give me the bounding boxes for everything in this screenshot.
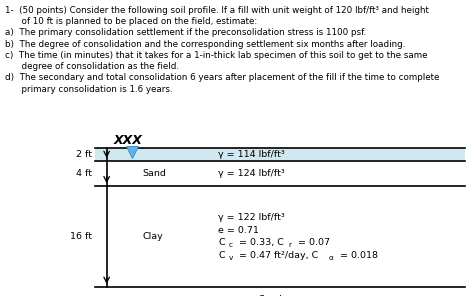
Text: γ = 114 lbf/ft³: γ = 114 lbf/ft³ <box>218 150 285 159</box>
Text: C: C <box>218 251 225 260</box>
Text: b)  The degree of consolidation and the corresponding settlement six months afte: b) The degree of consolidation and the c… <box>5 40 405 49</box>
Text: 4 ft: 4 ft <box>76 169 92 178</box>
Text: r: r <box>288 242 291 248</box>
Text: d)  The secondary and total consolidation 6 years after placement of the fill if: d) The secondary and total consolidation… <box>5 73 439 82</box>
Text: 2 ft: 2 ft <box>76 150 92 159</box>
Text: C: C <box>218 238 225 247</box>
Text: Sand: Sand <box>142 169 166 178</box>
Text: e = 0.71: e = 0.71 <box>218 226 259 235</box>
Text: = 0.07: = 0.07 <box>295 238 330 247</box>
Text: = 0.33, C: = 0.33, C <box>236 238 284 247</box>
Text: v: v <box>228 255 233 260</box>
Text: XXX: XXX <box>114 133 143 147</box>
Text: Sand: Sand <box>258 295 282 296</box>
Text: α: α <box>329 255 334 260</box>
Text: = 0.47 ft²/day, C: = 0.47 ft²/day, C <box>236 251 319 260</box>
Text: = 0.018: = 0.018 <box>337 251 378 260</box>
Text: Clay: Clay <box>142 232 163 241</box>
Text: c)  The time (in minutes) that it takes for a 1-in-thick lab specimen of this so: c) The time (in minutes) that it takes f… <box>5 51 427 60</box>
Bar <box>95 148 465 161</box>
Text: primary consolidation is 1.6 years.: primary consolidation is 1.6 years. <box>5 85 173 94</box>
Text: 1-  (50 points) Consider the following soil profile. If a fill with unit weight : 1- (50 points) Consider the following so… <box>5 6 428 15</box>
Text: c: c <box>228 242 232 248</box>
Text: γ = 124 lbf/ft³: γ = 124 lbf/ft³ <box>218 169 285 178</box>
Text: of 10 ft is planned to be placed on the field, estimate:: of 10 ft is planned to be placed on the … <box>5 17 257 26</box>
Text: degree of consolidation as the field.: degree of consolidation as the field. <box>5 62 179 71</box>
Text: 16 ft: 16 ft <box>71 232 92 241</box>
Text: a)  The primary consolidation settlement if the preconsolidation stress is 1100 : a) The primary consolidation settlement … <box>5 28 366 37</box>
Text: γ = 122 lbf/ft³: γ = 122 lbf/ft³ <box>218 213 285 222</box>
